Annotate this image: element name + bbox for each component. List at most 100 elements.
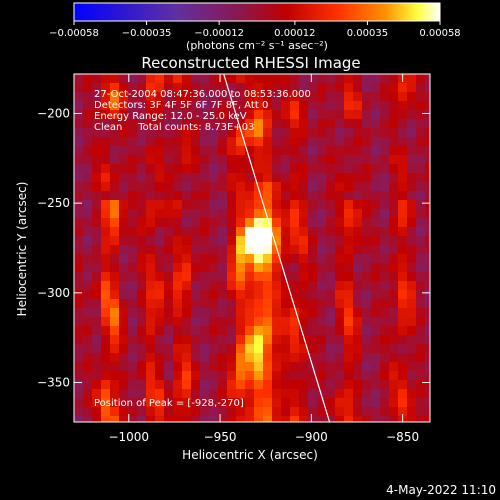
heatmap-cell <box>263 362 273 372</box>
heatmap-cell <box>407 398 417 408</box>
heatmap-cell <box>425 416 430 422</box>
heatmap-cell <box>281 371 291 381</box>
heatmap-cell <box>281 146 291 156</box>
heatmap-cell <box>380 326 390 336</box>
heatmap-cell <box>416 290 426 300</box>
annotation-clean-counts: Clean Total counts: 8.73E+03 <box>94 122 254 133</box>
heatmap-cell <box>362 245 372 255</box>
heatmap-cell <box>416 200 426 210</box>
heatmap-area <box>74 74 430 435</box>
heatmap-cell <box>101 155 111 165</box>
heatmap-cell <box>308 254 318 264</box>
heatmap-cell <box>173 236 183 246</box>
heatmap-cell <box>254 218 264 228</box>
heatmap-cell <box>416 353 426 363</box>
heatmap-cell <box>272 173 282 183</box>
heatmap-cell <box>164 110 174 120</box>
heatmap-cell <box>398 326 408 336</box>
heatmap-cell <box>74 335 84 345</box>
heatmap-cell <box>398 272 408 282</box>
heatmap-cell <box>74 407 84 417</box>
heatmap-cell <box>146 317 156 327</box>
heatmap-cell <box>335 380 345 390</box>
heatmap-cell <box>101 200 111 210</box>
heatmap-cell <box>281 344 291 354</box>
heatmap-cell <box>191 74 201 84</box>
heatmap-cell <box>155 110 165 120</box>
heatmap-cell <box>227 209 237 219</box>
heatmap-cell <box>362 191 372 201</box>
heatmap-cell <box>164 335 174 345</box>
heatmap-cell <box>173 137 183 147</box>
heatmap-cell <box>362 254 372 264</box>
heatmap-cell <box>146 173 156 183</box>
heatmap-cell <box>83 74 93 84</box>
heatmap-cell <box>353 362 363 372</box>
heatmap-cell <box>380 155 390 165</box>
heatmap-cell <box>308 398 318 408</box>
heatmap-cell <box>263 353 273 363</box>
heatmap-cell <box>371 200 381 210</box>
heatmap-cell <box>281 182 291 192</box>
heatmap-cell <box>83 407 93 417</box>
heatmap-cell <box>281 281 291 291</box>
heatmap-cell <box>326 191 336 201</box>
heatmap-cell <box>200 272 210 282</box>
heatmap-cell <box>308 101 318 111</box>
heatmap-cell <box>245 128 255 138</box>
heatmap-cell <box>191 155 201 165</box>
heatmap-cell <box>281 110 291 120</box>
heatmap-cell <box>74 353 84 363</box>
heatmap-cell <box>146 389 156 399</box>
heatmap-cell <box>209 416 219 422</box>
heatmap-cell <box>254 92 264 102</box>
heatmap-cell <box>209 389 219 399</box>
heatmap-cell <box>371 119 381 129</box>
heatmap-cell <box>290 146 300 156</box>
heatmap-cell <box>425 110 430 120</box>
heatmap-cell <box>245 146 255 156</box>
heatmap-cell <box>155 344 165 354</box>
heatmap-cell <box>326 245 336 255</box>
heatmap-cell <box>110 299 120 309</box>
heatmap-cell <box>281 299 291 309</box>
heatmap-cell <box>407 146 417 156</box>
heatmap-cell <box>236 398 246 408</box>
heatmap-cell <box>74 119 84 129</box>
heatmap-cell <box>92 281 102 291</box>
heatmap-cell <box>236 245 246 255</box>
heatmap-cell <box>74 326 84 336</box>
heatmap-cell <box>83 227 93 237</box>
heatmap-cell <box>317 209 327 219</box>
heatmap-cell <box>74 425 84 435</box>
heatmap-cell <box>398 218 408 228</box>
heatmap-cell <box>128 308 138 318</box>
heatmap-cell <box>155 299 165 309</box>
heatmap-cell <box>425 254 430 264</box>
heatmap-cell <box>191 416 201 422</box>
heatmap-cell <box>191 299 201 309</box>
heatmap-cell <box>83 335 93 345</box>
heatmap-cell <box>137 173 147 183</box>
heatmap-cell <box>299 416 309 422</box>
heatmap-cell <box>119 326 129 336</box>
heatmap-cell <box>398 317 408 327</box>
heatmap-cell <box>290 128 300 138</box>
heatmap-cell <box>326 155 336 165</box>
annotation-energy-range: Energy Range: 12.0 - 25.0 keV <box>94 111 247 122</box>
heatmap-cell <box>254 173 264 183</box>
heatmap-cell <box>299 182 309 192</box>
heatmap-cell <box>254 128 264 138</box>
heatmap-cell <box>344 308 354 318</box>
heatmap-cell <box>200 209 210 219</box>
heatmap-cell <box>137 308 147 318</box>
heatmap-cell <box>380 353 390 363</box>
heatmap-cell <box>182 200 192 210</box>
heatmap-cell <box>200 227 210 237</box>
heatmap-cell <box>317 290 327 300</box>
heatmap-cell <box>416 236 426 246</box>
heatmap-cell <box>353 74 363 84</box>
heatmap-cell <box>335 146 345 156</box>
heatmap-cell <box>218 155 228 165</box>
heatmap-cell <box>182 182 192 192</box>
